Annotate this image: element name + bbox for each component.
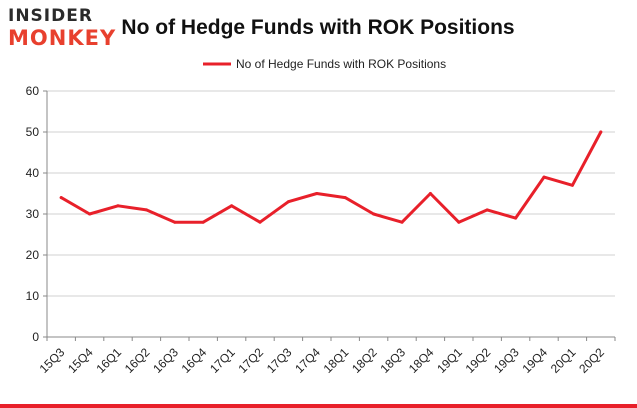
y-axis: 0 10 20 30 40 50 60 — [26, 84, 48, 344]
data-point — [201, 220, 205, 224]
data-point — [88, 212, 92, 216]
x-tick-label: 18Q2 — [349, 345, 380, 376]
legend-label: No of Hedge Funds with ROK Positions — [236, 57, 446, 71]
y-tick-label: 60 — [26, 84, 40, 98]
y-tick-label: 40 — [26, 166, 40, 180]
data-point — [258, 220, 262, 224]
x-tick-label: 18Q1 — [321, 345, 352, 376]
series-layer — [59, 130, 603, 224]
data-point — [173, 220, 177, 224]
data-point — [514, 216, 518, 220]
data-point — [286, 200, 290, 204]
gridlines — [47, 90, 615, 297]
data-point — [343, 196, 347, 200]
data-point — [599, 130, 603, 134]
x-tick-label: 19Q1 — [434, 345, 465, 376]
data-point — [144, 208, 148, 212]
data-point — [428, 192, 432, 195]
x-tick-label: 19Q2 — [463, 345, 494, 376]
x-tick-label: 15Q3 — [37, 345, 68, 376]
data-point — [542, 175, 546, 179]
insider-monkey-logo: INSIDER MONKEY — [8, 6, 120, 56]
chart-title: No of Hedge Funds with ROK Positions — [121, 16, 514, 39]
x-tick-label: 16Q3 — [150, 345, 181, 376]
x-tick-label: 15Q4 — [65, 345, 96, 376]
bottom-accent-bar — [0, 404, 637, 408]
x-tick-label: 20Q1 — [548, 345, 579, 376]
data-point — [485, 208, 489, 212]
x-tick-label: 19Q4 — [519, 345, 550, 376]
logo-line-1: INSIDER — [8, 6, 93, 26]
y-tick-label: 20 — [26, 248, 40, 262]
y-tick-label: 50 — [26, 125, 40, 139]
x-tick-label: 17Q2 — [235, 345, 266, 376]
x-tick-label: 16Q4 — [179, 345, 210, 376]
x-tick-label: 17Q3 — [264, 345, 295, 376]
x-tick-label: 19Q3 — [491, 345, 522, 376]
x-tick-label: 17Q1 — [207, 345, 238, 376]
x-tick-label: 17Q4 — [292, 345, 323, 376]
data-point — [230, 204, 234, 208]
y-tick-label: 10 — [26, 289, 40, 303]
legend: No of Hedge Funds with ROK Positions — [203, 57, 446, 71]
x-tick-label: 18Q3 — [377, 345, 408, 376]
data-point — [315, 192, 319, 195]
x-axis: 15Q315Q416Q116Q216Q316Q417Q117Q217Q317Q4… — [37, 336, 616, 376]
y-tick-label: 0 — [32, 330, 39, 344]
series-line — [59, 130, 603, 224]
logo-line-2: MONKEY — [8, 26, 117, 50]
data-point — [116, 204, 120, 208]
data-point — [457, 220, 461, 224]
x-tick-label: 20Q2 — [576, 345, 607, 376]
x-tick-label: 18Q4 — [406, 345, 437, 376]
data-point — [400, 220, 404, 224]
y-tick-label: 30 — [26, 207, 40, 221]
data-point — [372, 212, 376, 216]
data-point — [59, 196, 63, 200]
x-tick-label: 16Q2 — [122, 345, 153, 376]
data-point — [570, 183, 574, 187]
x-tick-label: 16Q1 — [93, 345, 124, 376]
